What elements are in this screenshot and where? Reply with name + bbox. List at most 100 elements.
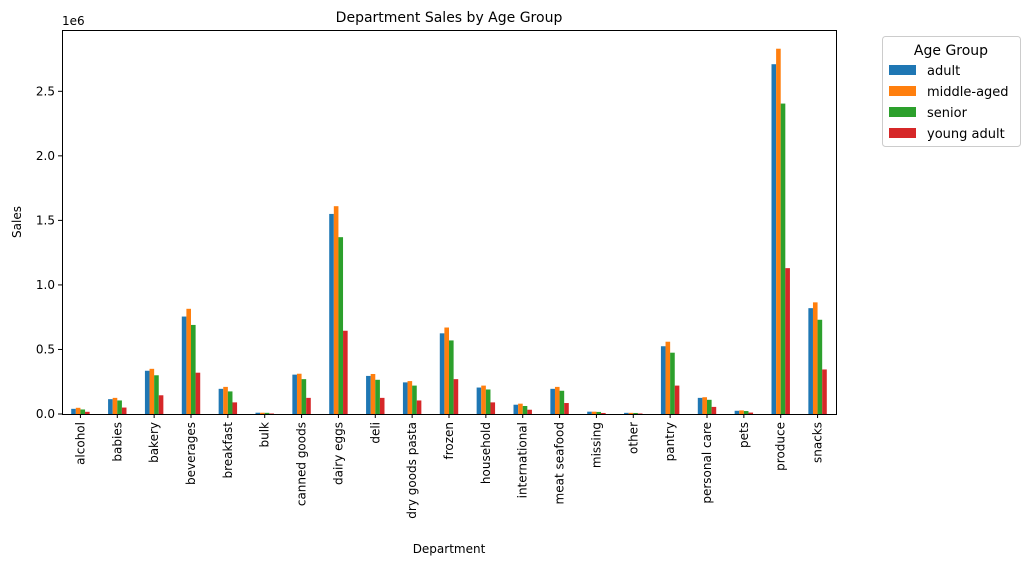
bar-bakery-adult xyxy=(144,370,150,414)
bar-beverages-middle-aged xyxy=(186,308,191,414)
x-tick-label-dry-goods-pasta: dry goods pasta xyxy=(405,422,419,519)
bar-other-middle-aged xyxy=(628,412,634,414)
legend-label-middle-aged: middle-aged xyxy=(927,85,1009,100)
bar-pantry-middle-aged xyxy=(665,341,671,414)
bar-household-young-adult xyxy=(490,402,496,414)
bar-personal-care-senior xyxy=(707,399,712,414)
bar-meat-seafood-adult xyxy=(550,388,555,414)
bar-produce-young-adult xyxy=(785,268,790,414)
bar-pantry-senior xyxy=(670,352,675,414)
legend-box xyxy=(882,36,1021,147)
bar-bulk-young-adult xyxy=(269,413,274,414)
bar-deli-adult xyxy=(366,375,371,414)
legend-swatch-adult xyxy=(889,65,916,75)
bar-international-middle-aged xyxy=(518,403,523,414)
y-tick-label: 0.0 xyxy=(36,407,55,421)
y-axis-label: Sales xyxy=(10,206,24,238)
bar-bulk-middle-aged xyxy=(260,412,265,414)
x-tick-label-pantry: pantry xyxy=(663,422,677,461)
bar-produce-senior xyxy=(780,103,786,414)
bar-bulk-senior xyxy=(264,412,270,414)
bar-snacks-adult xyxy=(808,308,813,414)
bar-pets-young-adult xyxy=(748,412,754,414)
bar-missing-adult xyxy=(587,411,592,414)
bar-produce-middle-aged xyxy=(776,48,781,414)
x-tick-label-beverages: beverages xyxy=(184,422,198,485)
bar-dry-goods-pasta-middle-aged xyxy=(407,381,413,414)
x-tick-label-canned-goods: canned goods xyxy=(295,422,309,506)
legend-label-young-adult: young adult xyxy=(927,127,1005,142)
legend-swatch-young-adult xyxy=(889,128,916,138)
bar-bakery-young-adult xyxy=(158,395,164,414)
bar-pantry-young-adult xyxy=(674,385,680,414)
legend-label-adult: adult xyxy=(927,64,960,79)
x-tick-label-other: other xyxy=(626,422,640,454)
bar-canned-goods-young-adult xyxy=(306,397,311,414)
bar-bakery-senior xyxy=(154,375,159,414)
bar-snacks-middle-aged xyxy=(812,302,818,414)
y-scale-label: 1e6 xyxy=(62,14,85,28)
bars-layer xyxy=(71,48,827,415)
y-axis: 0.0 0.5 1.0 1.5 2.0 2.5 xyxy=(36,84,62,421)
bar-bakery-middle-aged xyxy=(149,368,155,414)
bar-babies-young-adult xyxy=(121,407,127,414)
bar-canned-goods-middle-aged xyxy=(296,373,302,414)
bar-missing-middle-aged xyxy=(591,411,597,414)
bar-dry-goods-pasta-young-adult xyxy=(416,400,422,414)
legend: Age Group adult middle-aged senior young ad… xyxy=(882,36,1021,147)
x-tick-label-alcohol: alcohol xyxy=(73,422,87,465)
x-tick-label-deli: deli xyxy=(368,422,382,444)
bar-household-senior xyxy=(485,389,491,414)
legend-label-senior: senior xyxy=(927,106,968,121)
bar-breakfast-young-adult xyxy=(232,402,238,414)
bar-meat-seafood-senior xyxy=(559,390,565,414)
bar-frozen-young-adult xyxy=(453,379,459,414)
bar-pets-adult xyxy=(734,410,740,414)
bar-dairy-eggs-senior xyxy=(338,237,344,414)
bar-alcohol-senior xyxy=(80,409,86,414)
bar-babies-senior xyxy=(117,400,122,414)
bar-canned-goods-adult xyxy=(292,374,297,414)
x-axis-label: Department xyxy=(413,542,486,556)
bar-pantry-adult xyxy=(660,346,666,414)
bar-babies-adult xyxy=(108,399,113,414)
bar-international-senior xyxy=(522,406,528,414)
bar-alcohol-adult xyxy=(71,408,76,414)
x-tick-label-international: international xyxy=(516,422,530,498)
legend-swatch-senior xyxy=(889,107,916,117)
bar-frozen-middle-aged xyxy=(444,327,449,414)
bar-other-young-adult xyxy=(637,413,643,414)
x-tick-label-personal-care: personal care xyxy=(700,422,714,504)
x-tick-label-missing: missing xyxy=(589,422,603,468)
bar-breakfast-middle-aged xyxy=(223,386,228,414)
bar-breakfast-adult xyxy=(218,388,224,414)
bar-dairy-eggs-young-adult xyxy=(343,330,348,414)
bar-beverages-young-adult xyxy=(195,372,201,414)
x-tick-label-bakery: bakery xyxy=(147,422,161,463)
bar-dry-goods-pasta-senior xyxy=(412,385,417,414)
bar-other-adult xyxy=(624,412,629,414)
bar-beverages-adult xyxy=(181,316,187,414)
bar-pets-senior xyxy=(743,411,749,414)
bar-alcohol-middle-aged xyxy=(75,407,81,414)
bar-bulk-adult xyxy=(255,412,261,414)
bar-personal-care-middle-aged xyxy=(702,397,707,414)
x-tick-label-bulk: bulk xyxy=(258,422,272,448)
bar-produce-adult xyxy=(771,64,777,415)
bar-snacks-senior xyxy=(817,319,823,414)
plot-frame xyxy=(62,30,837,415)
x-tick-label-babies: babies xyxy=(110,422,124,462)
x-tick-label-dairy-eggs: dairy eggs xyxy=(331,422,345,485)
x-tick-label-snacks: snacks xyxy=(811,422,825,463)
y-tick-label: 0.5 xyxy=(36,342,55,356)
bar-missing-young-adult xyxy=(601,412,606,414)
bar-deli-middle-aged xyxy=(370,373,376,414)
x-tick-label-breakfast: breakfast xyxy=(221,422,235,479)
legend-title: Age Group xyxy=(914,43,988,59)
legend-swatch-middle-aged xyxy=(889,86,916,96)
bar-meat-seafood-young-adult xyxy=(564,403,569,414)
x-tick-label-meat-seafood: meat seafood xyxy=(553,422,567,504)
bar-dairy-eggs-adult xyxy=(329,213,334,414)
chart-title: Department Sales by Age Group xyxy=(336,10,563,26)
